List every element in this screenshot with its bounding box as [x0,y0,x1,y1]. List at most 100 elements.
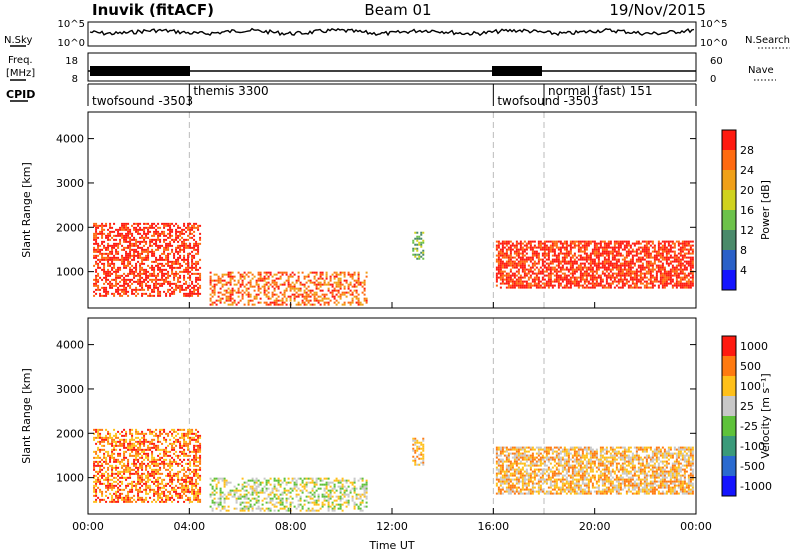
data-cell [117,290,120,293]
data-cell [137,490,140,493]
data-cell [263,291,266,294]
data-cell [343,291,346,294]
data-cell [105,236,108,239]
data-cell [257,277,260,280]
data-cell [585,276,588,279]
data-cell [95,494,98,497]
data-cell [241,293,244,296]
data-cell [141,442,144,445]
data-cell [689,248,692,251]
data-cell [681,244,684,247]
data-cell [113,242,116,245]
data-cell [165,262,168,265]
data-cell [597,252,600,255]
data-cell [661,244,664,247]
data-cell [521,246,524,249]
data-cell [145,438,148,441]
data-cell [197,474,200,477]
data-cell [241,487,244,490]
data-cell [635,268,638,271]
data-cell [671,264,674,267]
data-cell [197,252,200,255]
data-cell [645,252,648,255]
data-cell [171,468,174,471]
data-cell [135,268,138,271]
data-cell [555,254,558,257]
data-cell [139,488,142,491]
data-cell [329,277,332,280]
data-cell [187,436,190,439]
data-cell [95,262,98,265]
data-cell [139,464,142,467]
data-cell [495,244,498,247]
data-cell [127,496,130,499]
data-cell [657,286,660,289]
data-cell [513,274,516,277]
data-cell [141,496,144,499]
data-cell [139,236,142,239]
data-cell [141,462,144,465]
data-cell [193,464,196,467]
data-cell [511,244,514,247]
data-cell [603,268,606,271]
data-cell [657,280,660,283]
data-cell [131,238,134,241]
data-cell [509,270,512,273]
data-cell [107,248,110,251]
data-cell [545,284,548,287]
data-cell [99,450,102,453]
data-cell [213,293,216,296]
data-cell [273,287,276,290]
data-cell [283,295,286,298]
data-cell [103,448,106,451]
data-cell [607,250,610,253]
data-cell [233,279,236,282]
data-cell [209,483,212,486]
data-cell [545,244,548,247]
beam-title: Beam 01 [364,1,431,19]
data-cell [265,489,268,492]
data-cell [131,270,134,273]
data-cell [353,289,356,292]
data-cell [105,256,108,259]
data-cell [211,509,214,512]
data-cell [307,293,310,296]
data-cell [247,293,250,296]
data-cell [149,274,152,277]
data-cell [165,494,168,497]
data-cell [169,274,172,277]
data-cell [623,284,626,287]
data-cell [163,280,166,283]
data-cell [199,232,202,235]
data-cell [583,246,586,249]
data-cell [531,258,534,261]
data-cell [107,476,110,479]
data-cell [685,244,688,247]
data-cell [129,472,132,475]
data-cell [191,268,194,271]
data-cell [121,226,124,229]
data-cell [671,266,674,269]
data-cell [231,289,234,292]
data-cell [503,274,506,277]
data-cell [603,284,606,287]
data-cell [193,484,196,487]
data-cell [163,438,166,441]
data-cell [197,244,200,247]
data-cell [163,226,166,229]
data-cell [99,292,102,295]
data-cell [607,286,610,289]
data-cell [543,240,546,243]
data-cell [147,500,150,503]
data-cell [515,258,518,261]
data-cell [605,270,608,273]
data-cell [523,240,526,243]
data-cell [243,285,246,288]
data-cell [113,434,116,437]
data-cell [189,226,192,229]
data-cell [187,430,190,433]
data-cell [153,232,156,235]
data-cell [225,509,228,512]
data-cell [147,276,150,279]
